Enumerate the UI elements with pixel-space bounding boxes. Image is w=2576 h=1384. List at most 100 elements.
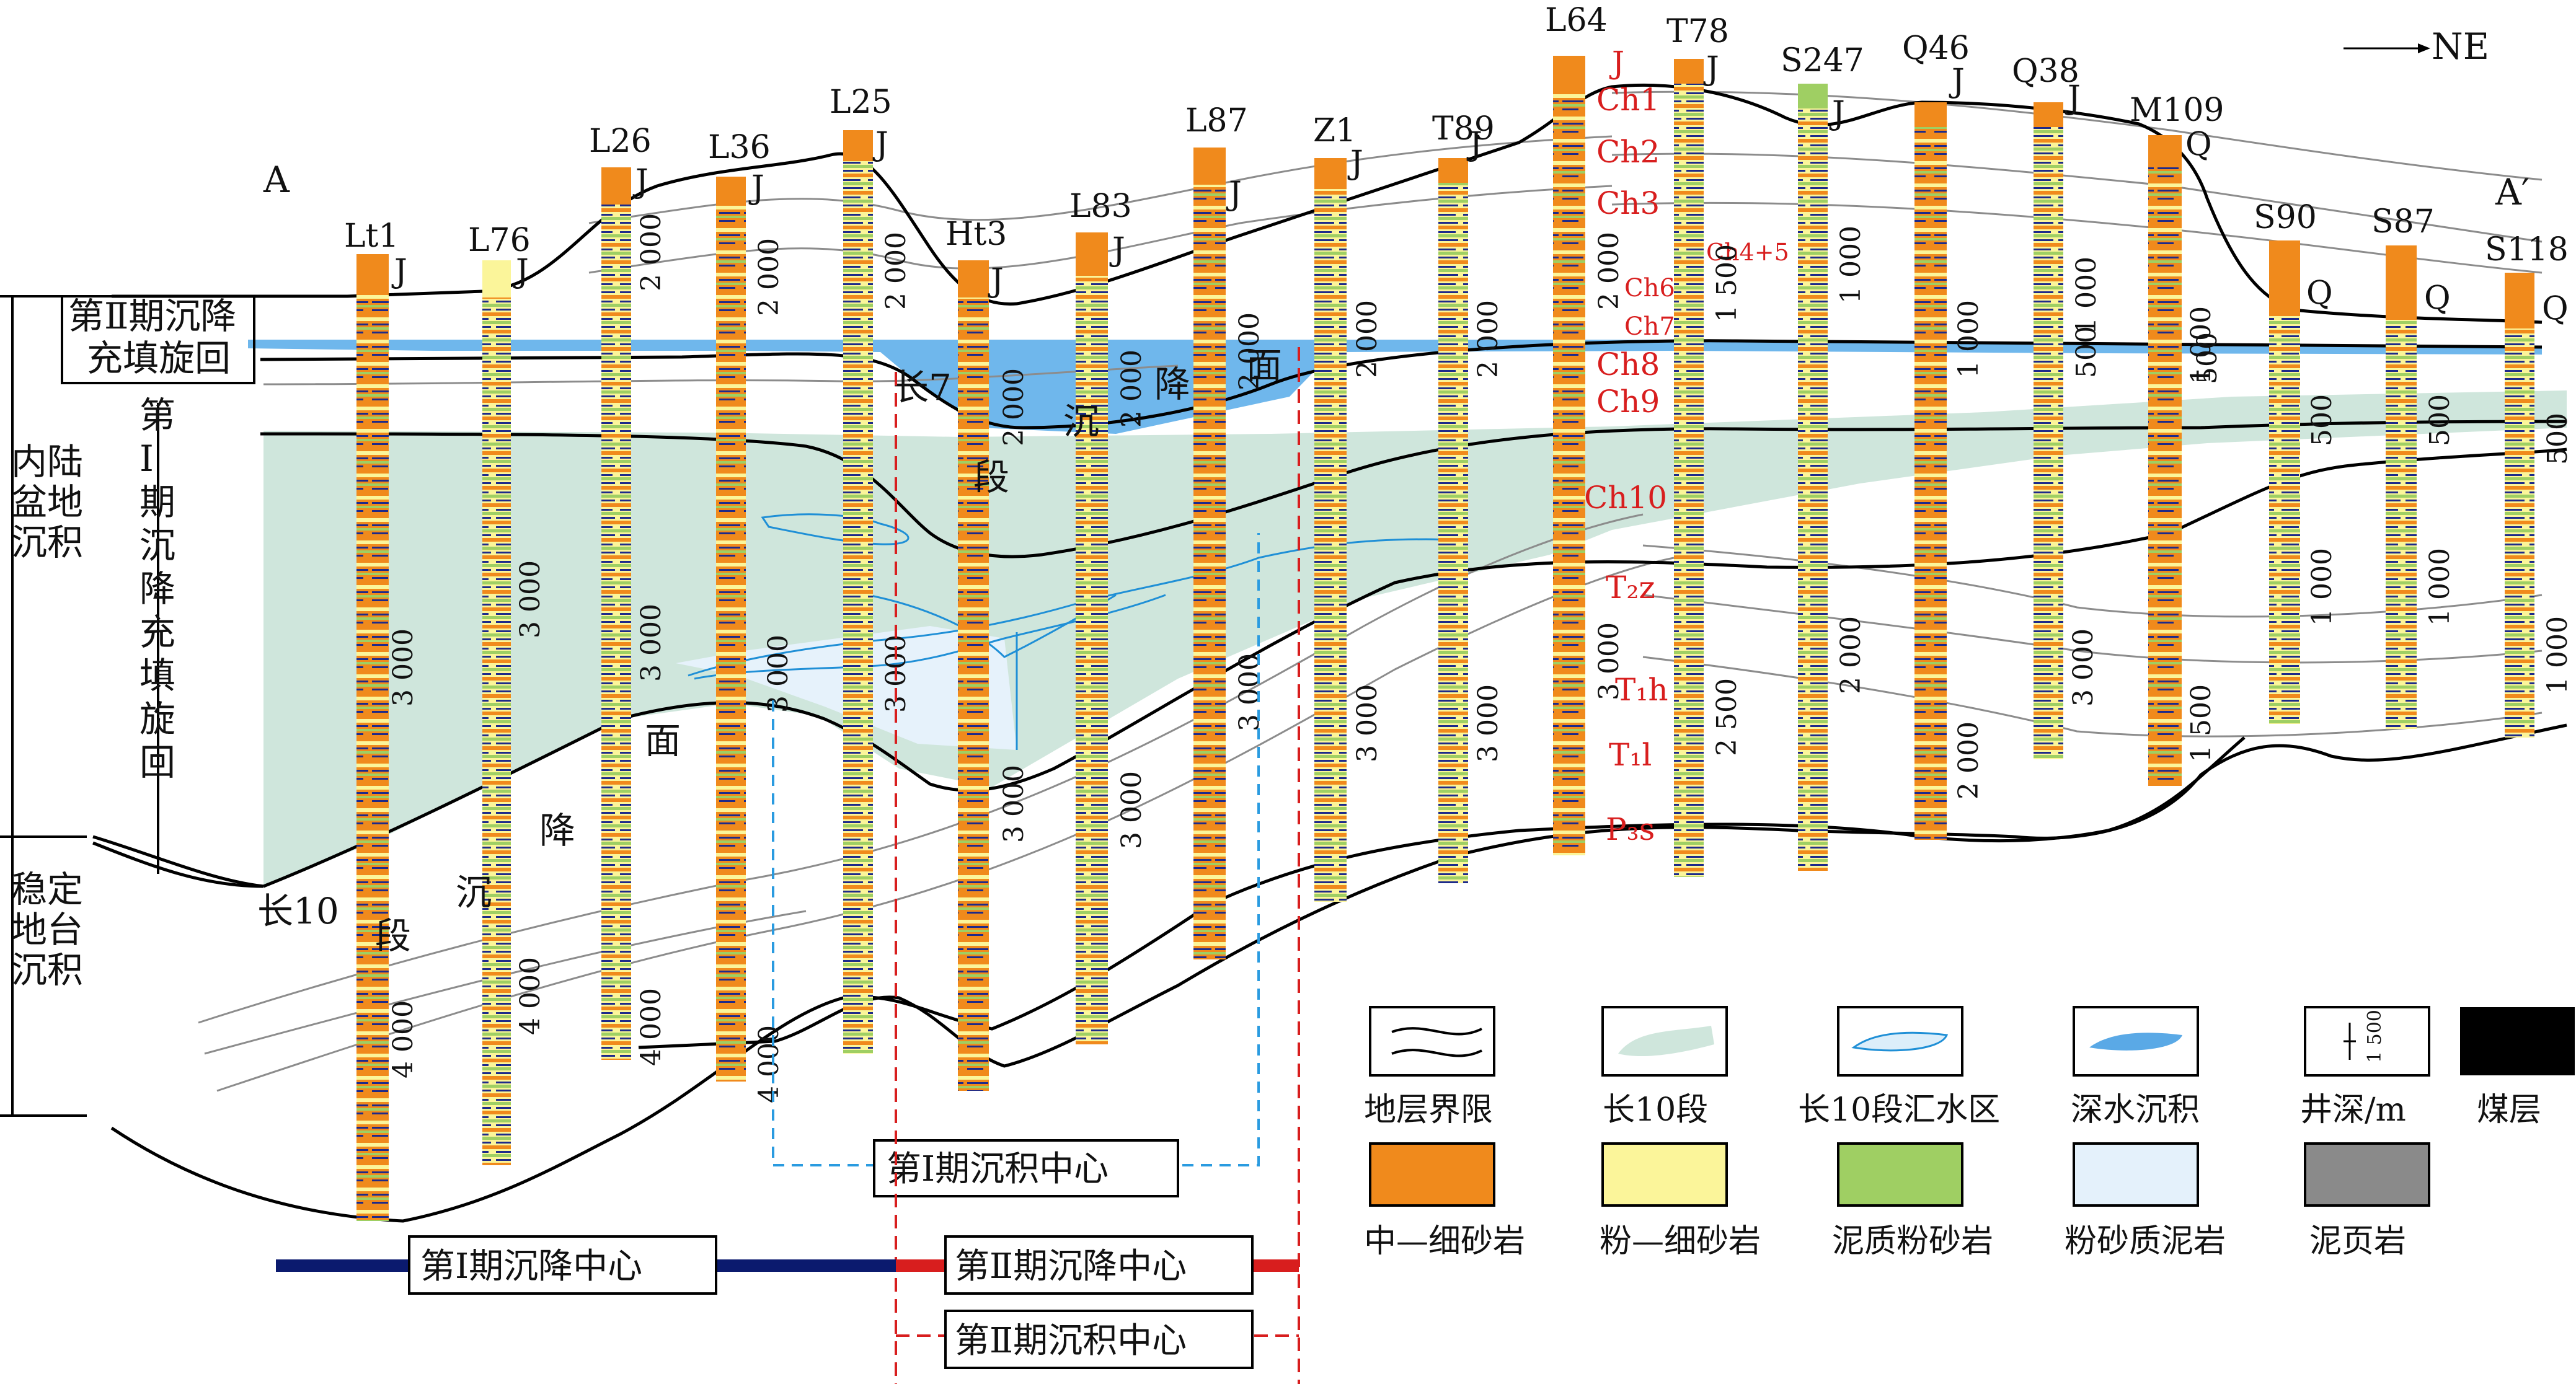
well-labels: Lt1 J L76 J L26 J L36 J L25 J Ht3 J L83 … bbox=[344, 2, 2569, 327]
svg-text:Ch4+5: Ch4+5 bbox=[1706, 239, 1789, 266]
svg-text:沉: 沉 bbox=[1063, 400, 1099, 443]
well-top: J bbox=[1347, 144, 1363, 182]
svg-text:3 000: 3 000 bbox=[763, 635, 794, 713]
svg-text:沉积: 沉积 bbox=[11, 949, 83, 991]
strata-labels: Ch1 Ch2 Ch3 Ch4+5 Ch6 Ch7 Ch8 Ch9 Ch10 T… bbox=[1584, 82, 1789, 847]
deep-water-sediment bbox=[248, 340, 2542, 434]
catchment-icon bbox=[1837, 1006, 1963, 1077]
well-top: Q bbox=[2424, 280, 2451, 317]
well-name: L36 bbox=[708, 129, 771, 166]
svg-text:泥质粉砂岩: 泥质粉砂岩 bbox=[1832, 1223, 1993, 1260]
well-name: S118 bbox=[2485, 231, 2569, 268]
well-top: J bbox=[1226, 175, 1242, 213]
svg-text:面: 面 bbox=[1246, 345, 1282, 387]
svg-text:期: 期 bbox=[139, 481, 175, 523]
svg-text:Ch7: Ch7 bbox=[1624, 312, 1675, 341]
med-fine-sandstone-icon bbox=[1369, 1142, 1495, 1207]
well-top: J bbox=[1949, 63, 1965, 100]
svg-text:2 000: 2 000 bbox=[1835, 616, 1867, 694]
svg-text:2 000: 2 000 bbox=[1593, 232, 1625, 310]
svg-text:填: 填 bbox=[139, 655, 175, 697]
svg-text:沉: 沉 bbox=[456, 871, 492, 914]
well-name: T78 bbox=[1666, 13, 1729, 50]
well-top: J bbox=[513, 253, 529, 290]
svg-text:沉: 沉 bbox=[139, 524, 175, 566]
svg-text:井深/m: 井深/m bbox=[2300, 1091, 2406, 1129]
svg-text:1 000: 1 000 bbox=[2424, 548, 2456, 626]
depth-icon: 1 500 bbox=[2304, 1006, 2430, 1077]
svg-text:地台: 地台 bbox=[11, 909, 83, 951]
well-top: J bbox=[1609, 45, 1624, 81]
svg-text:1 000: 1 000 bbox=[2185, 306, 2217, 384]
svg-text:2 000: 2 000 bbox=[635, 213, 667, 291]
svg-text:3 000: 3 000 bbox=[515, 560, 546, 638]
well-top: J bbox=[1703, 50, 1719, 87]
svg-text:第Ⅱ期沉降中心: 第Ⅱ期沉降中心 bbox=[955, 1246, 1187, 1287]
well-name: Q38 bbox=[2012, 53, 2079, 90]
svg-text:中—细砂岩: 中—细砂岩 bbox=[1364, 1223, 1525, 1260]
svg-text:500: 500 bbox=[2071, 326, 2102, 378]
well-name: Q46 bbox=[1902, 30, 1970, 67]
svg-text:回: 回 bbox=[139, 741, 175, 783]
svg-text:2 000: 2 000 bbox=[1234, 312, 1265, 390]
svg-text:Ch9: Ch9 bbox=[1596, 384, 1660, 420]
svg-text:NE: NE bbox=[2432, 25, 2489, 68]
svg-text:2 000: 2 000 bbox=[1352, 300, 1383, 378]
svg-text:2 000: 2 000 bbox=[1472, 300, 1504, 378]
svg-text:粉—细砂岩: 粉—细砂岩 bbox=[1600, 1223, 1761, 1260]
svg-text:Ⅰ: Ⅰ bbox=[139, 438, 154, 480]
well-name: L76 bbox=[468, 222, 531, 259]
well-top: J bbox=[1109, 231, 1125, 268]
well-top: J bbox=[632, 163, 648, 200]
well-name: Z1 bbox=[1313, 112, 1356, 149]
well-name: L26 bbox=[589, 123, 652, 160]
svg-text:500: 500 bbox=[2306, 394, 2338, 446]
svg-text:旋: 旋 bbox=[139, 698, 175, 740]
svg-text:2 000: 2 000 bbox=[1953, 721, 1985, 800]
svg-text:2 500: 2 500 bbox=[1711, 678, 1743, 756]
ch7-surface-label: 长7 段 沉 降 面 bbox=[893, 345, 1282, 498]
svg-text:1 500: 1 500 bbox=[1711, 244, 1743, 322]
legend: 1 500 地层界限 长10段 长10段汇水区 深水沉积 井深/m 煤层 中—细… bbox=[1364, 1006, 2575, 1260]
svg-text:1 500: 1 500 bbox=[2364, 1010, 2386, 1063]
svg-text:3 000: 3 000 bbox=[635, 604, 667, 682]
svg-text:粉砂质泥岩: 粉砂质泥岩 bbox=[2065, 1223, 2226, 1260]
svg-text:长10: 长10 bbox=[257, 890, 339, 932]
svg-text:2 000: 2 000 bbox=[998, 368, 1030, 446]
north-east-arrow: NE bbox=[2344, 25, 2489, 68]
svg-text:4 000: 4 000 bbox=[387, 1000, 419, 1078]
svg-text:长10段汇水区: 长10段汇水区 bbox=[1798, 1091, 2000, 1129]
ch10-member-area bbox=[263, 390, 2567, 886]
cycle2-box bbox=[61, 295, 255, 384]
svg-text:1 000: 1 000 bbox=[1953, 300, 1985, 378]
top-j-boundary bbox=[112, 83, 2543, 324]
argillaceous-siltstone-icon bbox=[1837, 1142, 1963, 1207]
depositional-center-1: 第Ⅰ期沉积中心 bbox=[772, 533, 1260, 1197]
svg-text:3 000: 3 000 bbox=[1593, 622, 1625, 700]
section-end-label: A′ bbox=[2495, 171, 2530, 213]
svg-text:1 000: 1 000 bbox=[2306, 548, 2338, 626]
left-axis-text: 内陆 盆地 沉积 稳定 地台 沉积 第Ⅱ期沉降 充填旋回 第 Ⅰ 期 沉 降 充… bbox=[11, 295, 236, 991]
section-start-label: A bbox=[263, 159, 290, 201]
svg-text:3 000: 3 000 bbox=[1234, 653, 1265, 731]
well-top: J bbox=[1466, 126, 1482, 163]
boundary-icon bbox=[1369, 1006, 1495, 1077]
svg-text:4 000: 4 000 bbox=[515, 957, 546, 1035]
svg-text:深水沉积: 深水沉积 bbox=[2071, 1091, 2200, 1129]
svg-text:段: 段 bbox=[375, 915, 411, 957]
shale-icon bbox=[2304, 1142, 2430, 1207]
well-top: Q bbox=[2542, 290, 2569, 327]
svg-text:Ch6: Ch6 bbox=[1624, 274, 1675, 302]
svg-text:500: 500 bbox=[2542, 413, 2574, 465]
svg-text:Ch1: Ch1 bbox=[1596, 82, 1660, 118]
well-name: M109 bbox=[2130, 92, 2224, 129]
svg-text:T₂z: T₂z bbox=[1606, 570, 1655, 606]
well-name: L25 bbox=[830, 84, 892, 121]
svg-text:500: 500 bbox=[2192, 332, 2223, 384]
svg-text:面: 面 bbox=[645, 720, 681, 762]
svg-text:盆地: 盆地 bbox=[11, 481, 83, 523]
svg-text:稳定: 稳定 bbox=[11, 868, 83, 910]
svg-text:1 000: 1 000 bbox=[1835, 226, 1867, 304]
svg-text:3 000: 3 000 bbox=[2068, 628, 2099, 707]
svg-text:500: 500 bbox=[2424, 394, 2456, 446]
